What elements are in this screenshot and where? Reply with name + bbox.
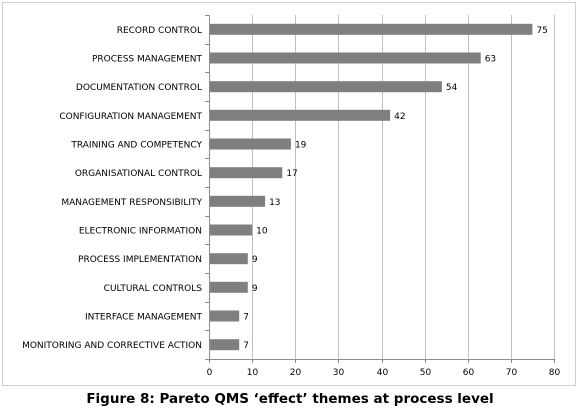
category-label: RECORD CONTROL (117, 26, 202, 36)
gridlines (252, 15, 555, 359)
data-label: 54 (446, 83, 458, 93)
category-label: CONFIGURATION MANAGEMENT (59, 112, 202, 122)
data-label: 17 (286, 169, 297, 179)
axes (205, 15, 555, 363)
bar (210, 81, 442, 93)
bar (210, 52, 481, 64)
bar (210, 138, 291, 150)
category-label: ELECTRONIC INFORMATION (79, 227, 202, 237)
x-tick-label: 80 (549, 368, 561, 378)
x-tick-label: 10 (247, 368, 259, 378)
category-label: INTERFACE MANAGEMENT (85, 313, 203, 323)
data-label: 9 (252, 284, 258, 294)
category-label: DOCUMENTATION CONTROL (76, 83, 202, 93)
category-label: TRAINING AND COMPETENCY (70, 141, 202, 151)
bar (210, 310, 240, 322)
data-label: 7 (243, 313, 249, 323)
data-label: 10 (256, 227, 268, 237)
bar (210, 167, 283, 179)
data-label: 9 (252, 255, 258, 265)
x-tick-label: 30 (333, 368, 345, 378)
pareto-bar-chart: 0 10 20 30 40 50 60 70 80 RECORD CONTROL 75 PROCESS… (22, 15, 560, 378)
data-label: 75 (536, 26, 547, 36)
x-tick-label: 50 (420, 368, 432, 378)
bar (210, 23, 533, 35)
x-tick-label: 70 (506, 368, 518, 378)
figure-caption: Figure 8: Pareto QMS ‘effect’ themes at … (86, 391, 494, 407)
bar (210, 253, 248, 265)
x-tick-label: 0 (207, 368, 213, 378)
data-label: 7 (243, 341, 249, 351)
category-label: MONITORING AND CORRECTIVE ACTION (22, 341, 202, 351)
bars (210, 23, 533, 351)
bar (210, 224, 253, 236)
bar (210, 195, 266, 207)
bar (210, 109, 391, 121)
category-label: ORGANISATIONAL CONTROL (75, 169, 202, 179)
data-label: 63 (485, 55, 496, 65)
data-label: 19 (295, 141, 307, 151)
category-label: PROCESS MANAGEMENT (92, 55, 203, 65)
bar (210, 339, 240, 351)
labels: 0 10 20 30 40 50 60 70 80 RECORD CONTROL 75 PROCESS… (22, 26, 560, 378)
x-tick-label: 20 (290, 368, 302, 378)
category-label: CULTURAL CONTROLS (104, 284, 203, 294)
bar (210, 281, 248, 293)
category-label: MANAGEMENT RESPONSIBILITY (61, 198, 202, 208)
data-label: 42 (394, 112, 405, 122)
data-label: 13 (269, 198, 280, 208)
chart-frame: 0 10 20 30 40 50 60 70 80 RECORD CONTROL 75 PROCESS… (2, 2, 576, 386)
x-tick-label: 60 (463, 368, 475, 378)
category-label: PROCESS IMPLEMENTATION (78, 255, 202, 265)
x-tick-label: 40 (377, 368, 389, 378)
